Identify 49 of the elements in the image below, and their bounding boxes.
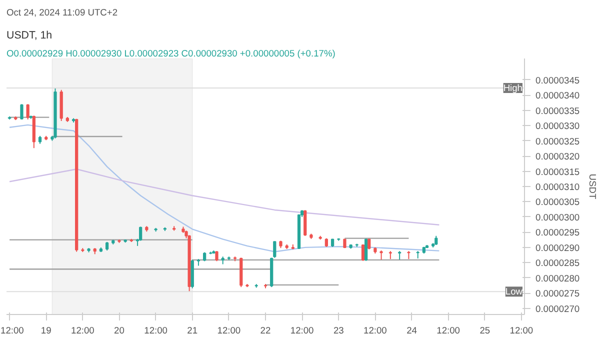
x-tick-label: 12:00 <box>510 326 534 336</box>
x-tick-label: 20 <box>114 326 124 336</box>
y-axis-title: USDT <box>588 174 598 200</box>
y-tick-label: 0.0000345 <box>536 75 580 86</box>
y-tick-label: 0.0000310 <box>536 182 580 192</box>
y-tick-label: 0.0000280 <box>536 273 580 284</box>
x-tick-label: 21 <box>187 326 198 336</box>
x-tick-label: 22 <box>260 326 271 336</box>
line-series <box>8 168 440 226</box>
y-tick-label: 0.0000315 <box>536 166 580 177</box>
text: Oct 24, 2024 11:09 UTC+2 <box>6 8 118 18</box>
x-tick-label: 12:00 <box>0 326 24 336</box>
x-tick-label: 19 <box>40 326 52 336</box>
x-tick-label: 12:00 <box>290 326 314 336</box>
x-tick-label: 12:00 <box>217 326 241 336</box>
x-tick-label: 12:00 <box>144 326 168 336</box>
y-tick-label: 0.0000300 <box>536 212 580 222</box>
candlestick <box>361 244 365 262</box>
y-tick-label: 0.0000275 <box>536 288 580 299</box>
candlestick <box>364 238 368 262</box>
candlestick <box>380 250 383 260</box>
y-tick-label: 0.0000285 <box>536 258 580 268</box>
y-tick-label: 0.0000330 <box>536 121 580 132</box>
x-tick-label: 12:00 <box>436 326 460 336</box>
ref-line-label: High <box>503 83 523 94</box>
y-tick-label: 0.0000270 <box>536 304 580 314</box>
y-tick-label: 0.0000340 <box>536 90 580 101</box>
y-tick-label: 0.0000305 <box>536 197 580 208</box>
candlestick <box>434 235 438 246</box>
chart-subtitle: O0.00002929 H0.00002930 L0.00002923 C0.00002930 +0.00000005 (+0.17%) <box>6 48 336 58</box>
chart-title: USDT, 1h <box>6 30 52 42</box>
y-tick-label: 0.0000335 <box>536 106 580 116</box>
y-tick-label: 0.0000290 <box>536 242 580 253</box>
x-tick-label: 24 <box>406 326 417 336</box>
candlestick <box>26 104 30 120</box>
candlestick <box>368 238 371 250</box>
y-tick-label: 0.0000320 <box>536 152 580 162</box>
candlestick <box>20 104 24 120</box>
y-tick-label: 0.0000325 <box>536 136 580 146</box>
line-series <box>8 124 440 252</box>
x-tick-label: 12:00 <box>71 326 94 336</box>
candlestick <box>273 240 276 258</box>
y-tick-label: 0.0000295 <box>536 228 580 238</box>
x-tick-label: 23 <box>333 326 344 336</box>
x-tick-label: 25 <box>480 326 490 336</box>
candlestick <box>215 250 218 262</box>
x-tick-label: 12:00 <box>364 326 387 336</box>
ref-line-label: Low <box>505 286 523 297</box>
candlestick <box>416 250 420 259</box>
